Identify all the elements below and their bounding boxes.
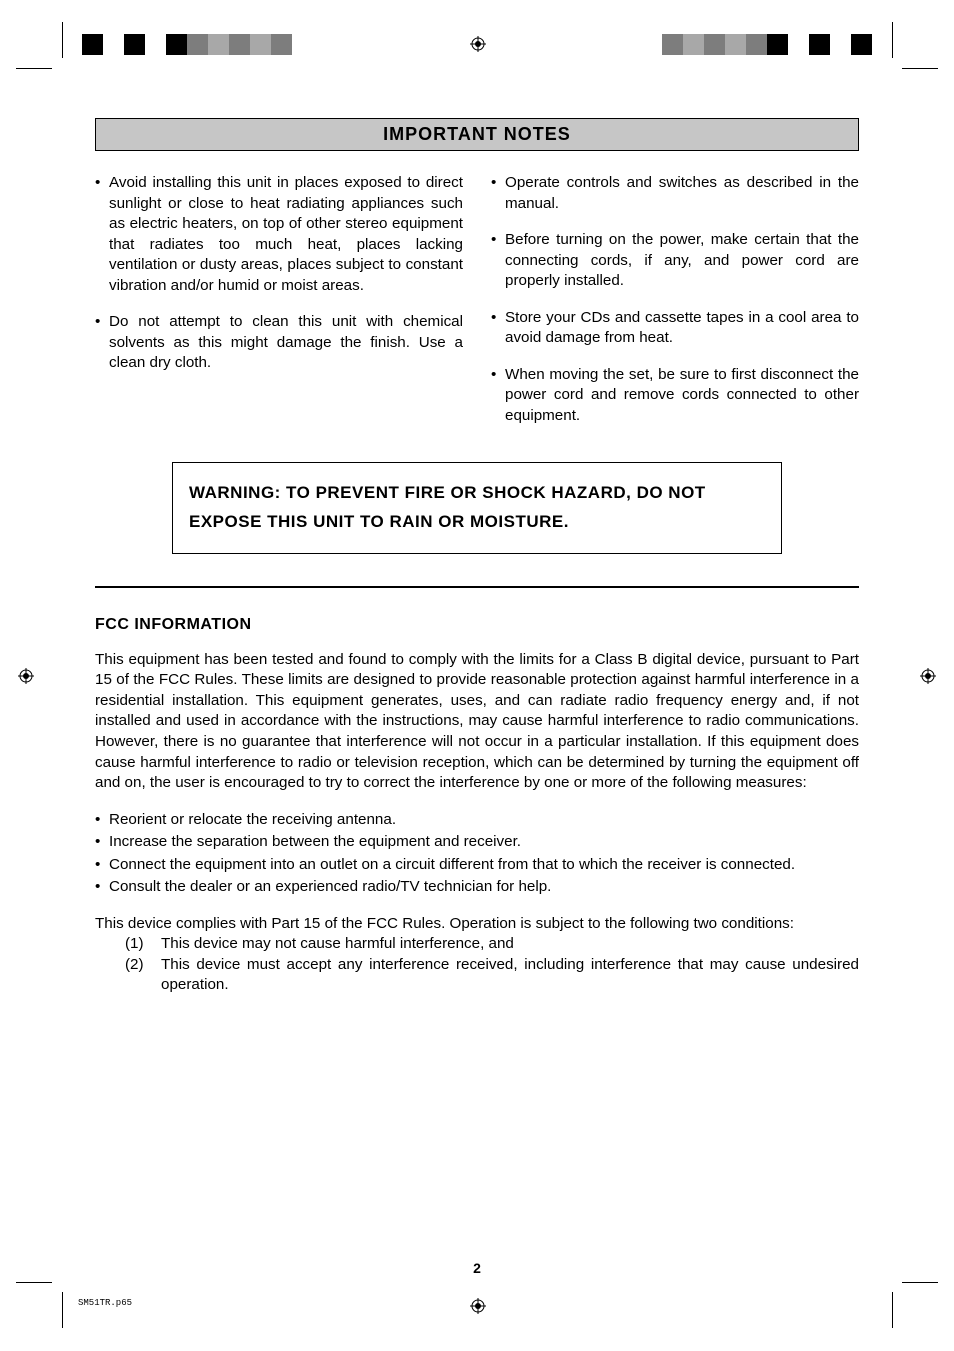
- bullet-text: Increase the separation between the equi…: [109, 832, 859, 853]
- bullet-dot: •: [95, 855, 109, 876]
- page-content: IMPORTANT NOTES •Avoid installing this u…: [95, 118, 859, 996]
- bullet-text: Do not attempt to clean this unit with c…: [109, 312, 463, 374]
- bullet-item: •When moving the set, be sure to first d…: [491, 365, 859, 427]
- colorbar-swatch: [124, 34, 145, 55]
- bullet-item: •Increase the separation between the equ…: [95, 832, 859, 853]
- warning-text: WARNING: TO PREVENT FIRE OR SHOCK HAZARD…: [189, 483, 706, 531]
- bullet-dot: •: [491, 230, 505, 292]
- fcc-conditions: This device complies with Part 15 of the…: [95, 914, 859, 996]
- colorbar-swatch: [767, 34, 788, 55]
- bullet-text: Reorient or relocate the receiving anten…: [109, 810, 859, 831]
- bullet-item: •Store your CDs and cassette tapes in a …: [491, 308, 859, 349]
- registration-mark-icon: [920, 668, 936, 684]
- bullet-item: •Do not attempt to clean this unit with …: [95, 312, 463, 374]
- fcc-heading: FCC INFORMATION: [95, 616, 859, 634]
- condition-text: This device may not cause harmful interf…: [161, 934, 859, 955]
- crop-mark: [16, 68, 52, 69]
- colorbar-swatch: [166, 34, 187, 55]
- bullet-dot: •: [491, 365, 505, 427]
- bullet-dot: •: [95, 312, 109, 374]
- registration-mark-icon: [470, 1298, 486, 1314]
- colorbar-swatch: [145, 34, 166, 55]
- crop-mark: [892, 1292, 893, 1328]
- colorbar-swatch: [187, 34, 208, 55]
- colorbar-swatch: [809, 34, 830, 55]
- condition-text: This device must accept any interference…: [161, 955, 859, 996]
- page: IMPORTANT NOTES •Avoid installing this u…: [0, 0, 954, 1351]
- bullet-item: •Operate controls and switches as descri…: [491, 173, 859, 214]
- bullet-item: •Consult the dealer or an experienced ra…: [95, 877, 859, 898]
- crop-mark: [62, 22, 63, 58]
- registration-mark-icon: [470, 36, 486, 52]
- notes-right-column: •Operate controls and switches as descri…: [491, 173, 859, 442]
- notes-columns: •Avoid installing this unit in places ex…: [95, 173, 859, 442]
- bullet-item: •Connect the equipment into an outlet on…: [95, 855, 859, 876]
- bullet-dot: •: [95, 173, 109, 296]
- crop-mark: [62, 1292, 63, 1328]
- colorbar-swatch: [82, 34, 103, 55]
- page-number: 2: [0, 1260, 954, 1276]
- colorbar-swatch: [662, 34, 683, 55]
- registration-mark-icon: [18, 668, 34, 684]
- colorbar-swatch: [725, 34, 746, 55]
- colorbar-swatch: [271, 34, 292, 55]
- condition-item: (1)This device may not cause harmful int…: [125, 934, 859, 955]
- fcc-body: This equipment has been tested and found…: [95, 650, 859, 794]
- fcc-measures-list: •Reorient or relocate the receiving ante…: [95, 810, 859, 898]
- fcc-conditions-intro: This device complies with Part 15 of the…: [95, 914, 859, 935]
- colorbar-swatch: [851, 34, 872, 55]
- bullet-dot: •: [491, 173, 505, 214]
- bullet-text: When moving the set, be sure to first di…: [505, 365, 859, 427]
- notes-left-column: •Avoid installing this unit in places ex…: [95, 173, 463, 442]
- condition-item: (2)This device must accept any interfere…: [125, 955, 859, 996]
- colorbar-swatch: [746, 34, 767, 55]
- condition-number: (1): [125, 934, 161, 955]
- bullet-text: Connect the equipment into an outlet on …: [109, 855, 859, 876]
- bullet-text: Store your CDs and cassette tapes in a c…: [505, 308, 859, 349]
- colorbar-swatch: [788, 34, 809, 55]
- crop-mark: [902, 1282, 938, 1283]
- section-header: IMPORTANT NOTES: [95, 118, 859, 151]
- colorbar-swatch: [830, 34, 851, 55]
- colorbar-swatch: [250, 34, 271, 55]
- printer-colorbar: [82, 34, 292, 55]
- colorbar-swatch: [103, 34, 124, 55]
- bullet-dot: •: [95, 877, 109, 898]
- warning-box: WARNING: TO PREVENT FIRE OR SHOCK HAZARD…: [172, 462, 782, 554]
- bullet-item: •Avoid installing this unit in places ex…: [95, 173, 463, 296]
- fcc-conditions-list: (1)This device may not cause harmful int…: [95, 934, 859, 996]
- colorbar-swatch: [229, 34, 250, 55]
- bullet-item: •Reorient or relocate the receiving ante…: [95, 810, 859, 831]
- divider: [95, 586, 859, 588]
- bullet-text: Operate controls and switches as describ…: [505, 173, 859, 214]
- bullet-dot: •: [491, 308, 505, 349]
- crop-mark: [16, 1282, 52, 1283]
- colorbar-swatch: [704, 34, 725, 55]
- crop-mark: [902, 68, 938, 69]
- bullet-dot: •: [95, 832, 109, 853]
- printer-colorbar: [662, 34, 872, 55]
- bullet-dot: •: [95, 810, 109, 831]
- footer-filename: SM51TR.p65: [78, 1298, 132, 1308]
- bullet-text: Avoid installing this unit in places exp…: [109, 173, 463, 296]
- crop-mark: [892, 22, 893, 58]
- bullet-item: •Before turning on the power, make certa…: [491, 230, 859, 292]
- bullet-text: Before turning on the power, make certai…: [505, 230, 859, 292]
- condition-number: (2): [125, 955, 161, 996]
- section-title: IMPORTANT NOTES: [383, 124, 571, 144]
- colorbar-swatch: [683, 34, 704, 55]
- colorbar-swatch: [208, 34, 229, 55]
- bullet-text: Consult the dealer or an experienced rad…: [109, 877, 859, 898]
